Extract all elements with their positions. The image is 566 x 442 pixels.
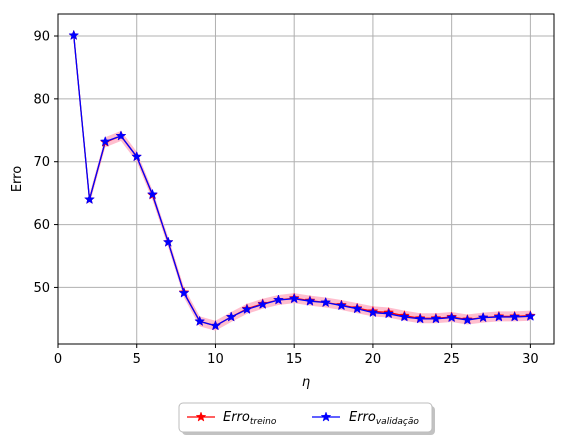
x-tick-label: 10 bbox=[207, 352, 224, 367]
legend-marker bbox=[320, 411, 332, 422]
data-point-validação bbox=[367, 306, 379, 318]
plot-area bbox=[58, 14, 554, 344]
data-point-validação bbox=[162, 236, 174, 247]
x-tick-label: 0 bbox=[54, 352, 62, 367]
y-tick-label: 50 bbox=[33, 281, 50, 296]
legend-entry: Errotreino bbox=[223, 410, 277, 427]
data-point-validação bbox=[288, 293, 300, 304]
data-point-validação bbox=[446, 311, 458, 323]
data-point-validação bbox=[210, 320, 221, 331]
data-point-validação bbox=[524, 310, 536, 321]
series-markers bbox=[68, 29, 536, 331]
data-point-validação bbox=[304, 295, 316, 306]
x-tick-label: 30 bbox=[522, 352, 539, 367]
data-point-validação bbox=[398, 311, 410, 322]
data-point-validação bbox=[178, 287, 190, 298]
x-tick-label: 20 bbox=[365, 352, 382, 367]
data-point-validação bbox=[477, 311, 489, 323]
data-point-validação bbox=[273, 294, 284, 305]
data-point-validação bbox=[414, 313, 426, 324]
y-tick-label: 90 bbox=[33, 30, 50, 45]
data-point-validação bbox=[383, 308, 395, 319]
data-point-validação bbox=[351, 303, 363, 314]
y-axis-label: Erro bbox=[10, 166, 25, 192]
data-point-validação bbox=[493, 311, 505, 322]
x-axis-label: η bbox=[302, 375, 310, 390]
data-point-validação bbox=[194, 315, 206, 326]
data-point-validação bbox=[68, 29, 80, 40]
legend-entry: Errovalidação bbox=[349, 410, 419, 427]
legend: Errotreino Errovalidação bbox=[178, 402, 435, 435]
legend-marker bbox=[195, 411, 207, 422]
x-axis-ticks: 0 5 10 15 20 25 30 bbox=[54, 344, 539, 367]
y-axis-ticks: 50 60 70 80 90 bbox=[33, 30, 58, 296]
y-tick-label: 70 bbox=[33, 155, 50, 170]
x-tick-label: 15 bbox=[286, 352, 303, 367]
y-tick-label: 60 bbox=[33, 218, 50, 233]
data-point-validação bbox=[509, 311, 521, 322]
data-point-validação bbox=[430, 313, 442, 324]
y-tick-label: 80 bbox=[33, 92, 50, 107]
data-point-validação bbox=[461, 314, 473, 325]
data-point-validação bbox=[257, 298, 269, 310]
data-point-validação bbox=[335, 299, 347, 311]
x-tick-label: 25 bbox=[443, 352, 460, 367]
data-point-validação bbox=[84, 193, 95, 205]
data-point-validação bbox=[147, 188, 158, 200]
data-point-validação bbox=[131, 150, 143, 162]
data-point-validação bbox=[99, 135, 111, 147]
data-point-validação bbox=[225, 311, 237, 322]
data-point-validação bbox=[115, 130, 127, 141]
grid-lines bbox=[57, 14, 554, 344]
data-point-validação bbox=[241, 303, 253, 315]
data-point-validação bbox=[320, 296, 332, 308]
plot-frame bbox=[57, 13, 555, 345]
x-tick-label: 5 bbox=[133, 352, 141, 367]
